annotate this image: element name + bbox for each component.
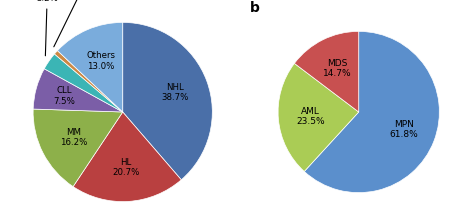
Wedge shape bbox=[58, 22, 123, 112]
Text: CLL
7.5%: CLL 7.5% bbox=[53, 86, 75, 106]
Wedge shape bbox=[304, 31, 439, 193]
Text: ALL
3.2%: ALL 3.2% bbox=[36, 0, 58, 56]
Text: NHL
38.7%: NHL 38.7% bbox=[161, 83, 188, 102]
Text: MM
16.2%: MM 16.2% bbox=[59, 128, 87, 147]
Wedge shape bbox=[123, 22, 212, 180]
Wedge shape bbox=[33, 109, 123, 187]
Text: Others
13.0%: Others 13.0% bbox=[86, 51, 115, 71]
Text: AML
23.5%: AML 23.5% bbox=[296, 107, 325, 126]
Text: MDS
14.7%: MDS 14.7% bbox=[323, 59, 352, 78]
Wedge shape bbox=[73, 112, 181, 202]
Wedge shape bbox=[33, 69, 123, 112]
Wedge shape bbox=[278, 63, 359, 172]
Text: b: b bbox=[250, 1, 260, 15]
Wedge shape bbox=[44, 54, 123, 112]
Wedge shape bbox=[295, 31, 359, 112]
Wedge shape bbox=[54, 51, 123, 112]
Text: HL
20.7%: HL 20.7% bbox=[112, 158, 140, 177]
Text: WM
0.8%: WM 0.8% bbox=[54, 0, 100, 47]
Text: MPN
61.8%: MPN 61.8% bbox=[389, 120, 418, 139]
